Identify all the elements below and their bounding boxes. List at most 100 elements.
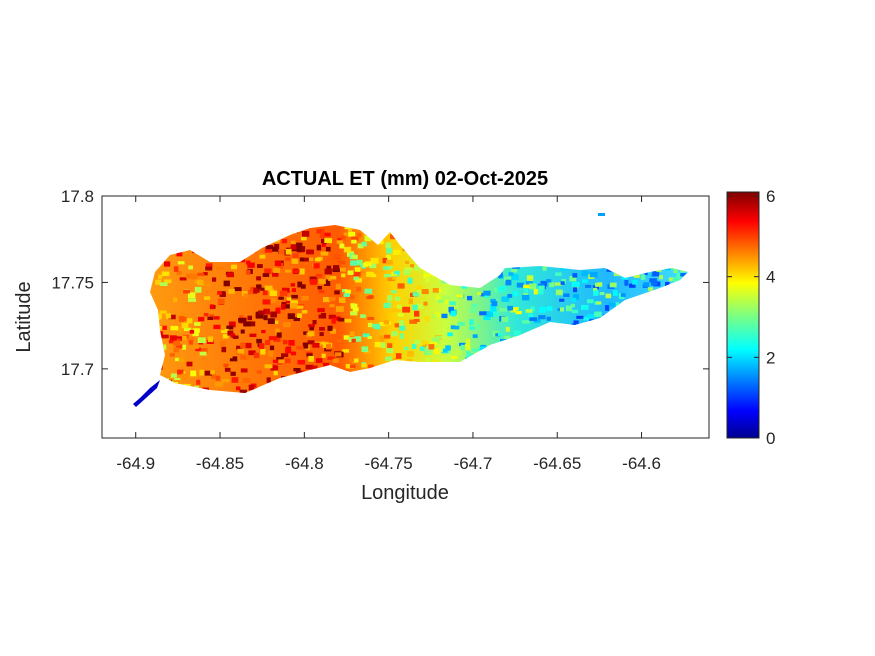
heatmap-cell (408, 298, 414, 305)
heatmap-cell (469, 326, 475, 331)
heatmap-cell (237, 348, 244, 354)
heatmap-cell (276, 332, 282, 338)
heatmap-cell (236, 345, 243, 350)
heatmap-cell (343, 246, 352, 253)
heatmap-cell (308, 355, 314, 362)
heatmap-cell (560, 281, 565, 285)
heatmap-cell (450, 355, 458, 360)
heatmap-cell (569, 276, 577, 282)
heatmap-cell (248, 384, 255, 391)
heatmap-cell (383, 302, 391, 309)
heatmap-cell (369, 262, 377, 269)
heatmap-cell (239, 389, 247, 393)
heatmap-cell (391, 290, 397, 294)
heatmap-cell (336, 240, 343, 244)
heatmap-cell (522, 320, 530, 324)
heatmap-cell (220, 341, 226, 347)
heatmap-cell (538, 285, 545, 290)
heatmap-cell (510, 309, 517, 313)
heatmap-cell (197, 272, 205, 276)
heatmap-cell (573, 287, 578, 293)
heatmap-cell (234, 287, 242, 292)
heatmap-cell (538, 289, 544, 295)
heatmap-cell (460, 344, 465, 351)
heatmap-cell (183, 290, 190, 294)
heatmap-cell (246, 269, 251, 275)
heatmap-cell (349, 295, 355, 299)
heatmap-cell (505, 279, 512, 286)
heatmap-cell (280, 303, 286, 310)
heatmap-cell (262, 273, 270, 277)
heatmap-cell (217, 298, 225, 305)
heatmap-cell (448, 306, 454, 313)
heatmap-cell (416, 290, 423, 296)
heatmap-cell (269, 345, 275, 351)
heatmap-cell (321, 341, 326, 345)
heatmap-cell (343, 335, 350, 340)
heatmap-cell (275, 300, 281, 306)
heatmap-cell (159, 310, 167, 314)
heatmap-cell (513, 307, 519, 311)
heatmap-cell (505, 326, 510, 332)
heatmap-cell (523, 284, 530, 289)
heatmap-cell (187, 292, 196, 299)
heatmap-cell (221, 379, 230, 383)
heatmap-cell (192, 344, 200, 349)
heatmap-cell (495, 333, 501, 337)
heatmap-cell (169, 353, 175, 357)
heatmap-cell (291, 258, 299, 264)
heatmap-cell (293, 317, 300, 322)
heatmap-cell (403, 269, 411, 276)
heatmap-cell (297, 313, 302, 318)
heatmap-cell (307, 340, 315, 345)
heatmap-cell (394, 323, 400, 328)
heatmap-cell (256, 284, 262, 290)
heatmap-cell (573, 320, 579, 325)
heatmap-cell (227, 353, 233, 359)
heatmap-cell (371, 274, 377, 278)
heatmap-cell (416, 285, 423, 290)
heatmap-cell (570, 303, 575, 308)
heatmap-cell (297, 281, 303, 288)
heatmap-cell (511, 268, 518, 273)
heatmap-cell (386, 247, 393, 254)
heatmap-cell (490, 308, 497, 313)
heatmap-cell (354, 267, 361, 272)
heatmap-cell (181, 322, 189, 329)
heatmap-cell (328, 314, 336, 320)
heatmap-cell (290, 300, 298, 305)
heatmap-cell (364, 235, 372, 242)
heatmap-cell (309, 257, 314, 261)
heatmap-cell (164, 279, 172, 284)
heatmap-cell (457, 322, 465, 326)
heatmap-cell (366, 271, 374, 277)
heatmap-cell (256, 338, 262, 344)
heatmap-cell (256, 276, 262, 281)
heatmap-cell (399, 333, 405, 340)
heatmap-cell (155, 279, 162, 285)
heatmap-cell (207, 336, 214, 343)
heatmap-cell (403, 346, 409, 351)
heatmap-cell (316, 229, 322, 234)
heatmap-cell (267, 318, 275, 325)
heatmap-cell (275, 328, 280, 335)
heatmap-cell (176, 271, 182, 275)
heatmap-cell (291, 351, 296, 356)
heatmap-cell (354, 336, 362, 342)
heatmap-cell (318, 290, 325, 294)
heatmap-cell (268, 350, 274, 357)
heatmap-cell (203, 282, 210, 288)
heatmap-cell (221, 374, 229, 379)
heatmap-cell (396, 304, 402, 309)
heatmap-cell (181, 373, 189, 379)
heatmap-cell (330, 328, 337, 334)
heatmap-cell (672, 277, 680, 282)
heatmap-cell (349, 358, 354, 362)
heatmap-cell (211, 373, 216, 379)
heatmap-cell (668, 277, 677, 282)
heatmap-cell (175, 336, 182, 341)
heatmap-cell (394, 296, 401, 301)
heatmap-cell (343, 293, 350, 297)
heatmap-cell (240, 368, 248, 373)
heatmap-cell (338, 297, 346, 303)
